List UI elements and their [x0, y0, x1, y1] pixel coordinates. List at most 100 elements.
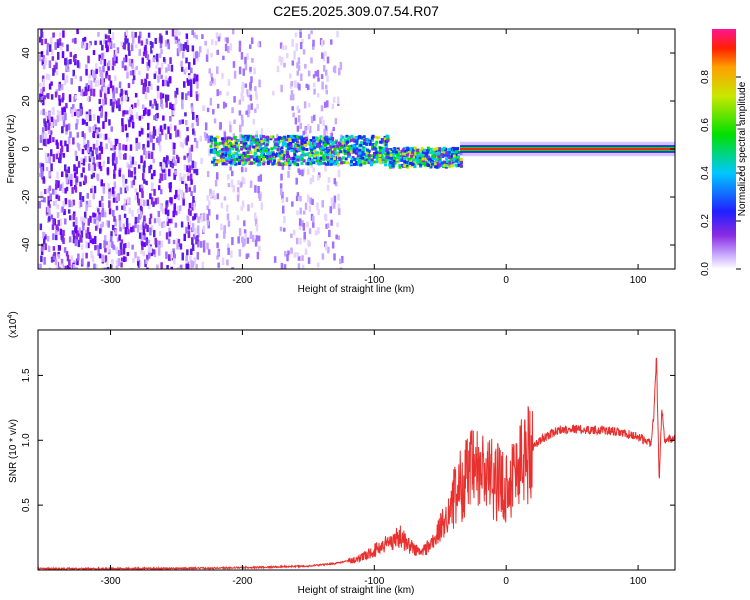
signal-cell [266, 151, 270, 155]
noise-cell [169, 187, 172, 193]
noise-cell [140, 224, 143, 230]
noise-cell [134, 251, 137, 259]
signal-cell [442, 160, 446, 164]
noise-cell [53, 252, 56, 261]
signal-cell [308, 141, 312, 145]
noise-cell [93, 185, 97, 194]
signal-cell [358, 151, 362, 155]
noise-cell [146, 267, 149, 269]
noise-cell [78, 200, 82, 209]
noise-cell [153, 218, 157, 224]
noise-cell [77, 161, 81, 168]
signal-cell [233, 144, 237, 148]
noise-cell [138, 232, 142, 239]
noise-cell [98, 152, 102, 160]
noise-cell [97, 127, 101, 132]
noise-cell [206, 48, 210, 55]
noise-cell [281, 198, 285, 203]
noise-cell [91, 185, 94, 194]
noise-cell [147, 244, 151, 253]
signal-cell [402, 162, 406, 166]
signal-cell [440, 163, 444, 167]
signal-cell [293, 135, 297, 139]
noise-cell [128, 119, 131, 128]
signal-cell [376, 136, 380, 140]
noise-cell [107, 62, 110, 71]
signal-cell [291, 160, 295, 164]
noise-cell [222, 101, 226, 109]
noise-cell [108, 40, 111, 47]
signal-cell [430, 159, 434, 163]
noise-cell [61, 107, 64, 116]
signal-cell [344, 144, 348, 148]
noise-cell [54, 91, 58, 98]
noise-cell [76, 118, 79, 125]
noise-cell [164, 133, 168, 140]
noise-cell [212, 190, 215, 197]
noise-cell [161, 93, 165, 99]
noise-cell [190, 67, 193, 74]
signal-cell [345, 146, 349, 150]
noise-cell [87, 114, 91, 123]
noise-cell [39, 223, 43, 231]
noise-cell [130, 180, 134, 189]
noise-cell [319, 117, 322, 124]
noise-cell [52, 218, 55, 226]
signal-cell [219, 157, 223, 161]
noise-cell [128, 169, 131, 178]
noise-cell [195, 34, 198, 40]
noise-cell [233, 119, 236, 124]
noise-cell [301, 255, 304, 261]
noise-cell [143, 84, 147, 93]
noise-cell [195, 140, 199, 149]
signal-cell [254, 134, 258, 138]
noise-cell [42, 63, 46, 70]
noise-cell [210, 73, 213, 78]
signal-cell [308, 153, 312, 157]
noise-cell [150, 151, 154, 160]
noise-cell [46, 157, 49, 163]
noise-cell [140, 184, 144, 189]
signal-cell [378, 146, 382, 150]
signal-cell [363, 138, 367, 142]
noise-cell [107, 60, 111, 67]
noise-cell [158, 218, 161, 226]
noise-cell [321, 200, 324, 208]
noise-cell [180, 60, 183, 67]
noise-cell [124, 144, 128, 151]
noise-cell [72, 235, 76, 242]
signal-cell [429, 147, 433, 151]
signal-cell [447, 150, 451, 154]
snr-x-axis: -300 -200 -100 0 100 [101, 330, 647, 587]
noise-cell [47, 245, 51, 252]
noise-cell [123, 198, 127, 204]
noise-cell [187, 221, 191, 230]
noise-cell [336, 222, 339, 227]
noise-cell [81, 252, 85, 260]
signal-cell [324, 162, 328, 166]
noise-cell [110, 231, 113, 237]
noise-cell [217, 36, 221, 42]
noise-cell [159, 173, 163, 181]
signal-cell [357, 160, 361, 164]
noise-cell [126, 223, 129, 230]
signal-cell [312, 140, 316, 144]
noise-cell [112, 209, 115, 217]
noise-cell [101, 52, 104, 60]
signal-cell [454, 153, 458, 157]
noise-cell [77, 253, 80, 261]
noise-cell [191, 237, 194, 245]
noise-cell [193, 169, 196, 174]
noise-cell [126, 197, 130, 204]
noise-cell [152, 57, 155, 63]
noise-cell [144, 91, 148, 100]
noise-cell [104, 255, 108, 263]
signal-cell [225, 159, 229, 163]
noise-cell [65, 177, 69, 184]
noise-cell [109, 264, 113, 269]
signal-cell [339, 150, 343, 154]
noise-cell [165, 251, 168, 259]
signal-cell [411, 151, 415, 155]
noise-cell [58, 32, 62, 37]
signal-cell [301, 146, 305, 150]
